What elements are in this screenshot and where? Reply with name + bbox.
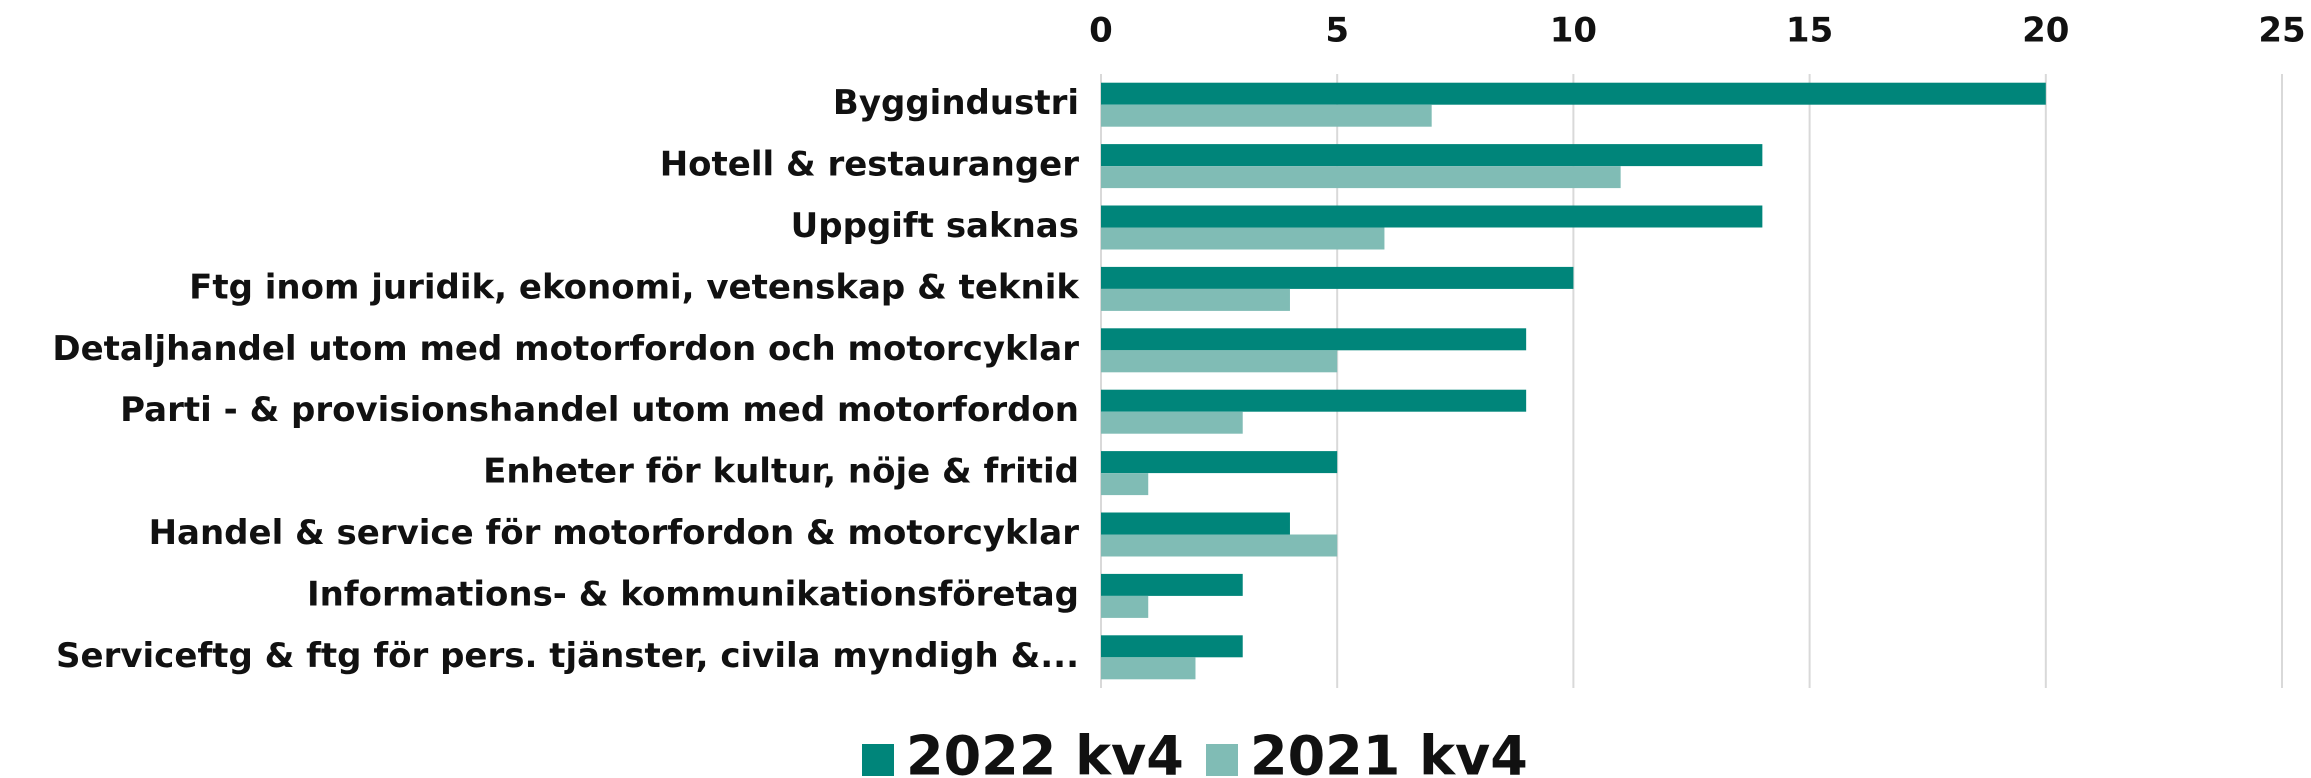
category-label: Byggindustri bbox=[833, 83, 1079, 123]
category-label: Enheter för kultur, nöje & fritid bbox=[483, 452, 1079, 492]
category-label: Hotell & restauranger bbox=[660, 145, 1080, 185]
category-label: Handel & service för motorfordon & motor… bbox=[149, 513, 1080, 553]
bar bbox=[1101, 389, 1527, 412]
bar bbox=[1101, 266, 1574, 289]
legend-swatch bbox=[862, 744, 894, 776]
bar bbox=[1101, 573, 1243, 596]
bar bbox=[1101, 205, 1763, 228]
category-label: Ftg inom juridik, ekonomi, vetenskap & t… bbox=[189, 267, 1080, 307]
x-tick-label: 25 bbox=[2258, 11, 2305, 51]
category-label: Uppgift saknas bbox=[791, 206, 1079, 246]
bar bbox=[1101, 595, 1149, 618]
category-label: Informations- & kommunikationsföretag bbox=[307, 574, 1079, 614]
legend-label: 2022 kv4 bbox=[906, 725, 1184, 778]
bar bbox=[1101, 328, 1527, 351]
x-tick-label: 15 bbox=[1786, 11, 1833, 51]
x-tick-label: 10 bbox=[1550, 11, 1597, 51]
bar bbox=[1101, 350, 1338, 373]
bar bbox=[1101, 411, 1243, 434]
bar bbox=[1101, 227, 1385, 250]
x-tick-label: 20 bbox=[2022, 11, 2069, 51]
category-label: Serviceftg & ftg för pers. tjänster, civ… bbox=[56, 636, 1079, 676]
bar bbox=[1101, 473, 1149, 496]
legend-label: 2021 kv4 bbox=[1250, 725, 1528, 778]
bar bbox=[1101, 657, 1196, 680]
bar bbox=[1101, 144, 1763, 167]
legend-swatch bbox=[1206, 744, 1238, 776]
bar bbox=[1101, 534, 1338, 557]
bar bbox=[1101, 288, 1290, 311]
bar bbox=[1101, 451, 1338, 474]
x-tick-label: 5 bbox=[1325, 11, 1349, 51]
category-label: Parti - & provisionshandel utom med moto… bbox=[120, 390, 1079, 430]
bar bbox=[1101, 82, 2046, 105]
x-tick-label: 0 bbox=[1089, 11, 1113, 51]
bar bbox=[1101, 635, 1243, 658]
bar bbox=[1101, 104, 1432, 127]
bar bbox=[1101, 512, 1290, 535]
bar bbox=[1101, 166, 1621, 189]
category-label: Detaljhandel utom med motorfordon och mo… bbox=[52, 329, 1079, 369]
